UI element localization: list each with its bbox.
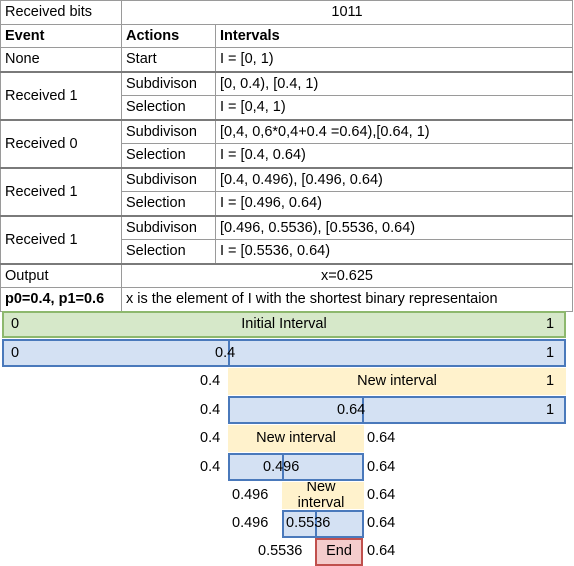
step-3-subdivision-row: Received 1 Subdivison [0.4, 0.496), [0.4… (0, 166, 573, 216)
output-label: Output (0, 262, 122, 288)
row3-left-label: 0.4 (200, 373, 221, 389)
step-2-subdivision-row: Received 0 Subdivison [0,4, 0,6*0,4+0.4 … (0, 118, 573, 168)
row5-right-label: 0.64 (367, 430, 396, 446)
header-row: Event Actions Intervals (0, 23, 573, 48)
subinterval-0.4-1 (228, 339, 566, 367)
row6-mid-label: 0.496 (263, 459, 300, 475)
event-cell: Received 0 (0, 118, 122, 168)
interval-cell: [0,4, 0,6*0,4+0.4 =0.64),[0.64, 1) (215, 118, 573, 144)
step-1-selection-row: Selection I = [0,4, 1) (1, 95, 573, 120)
row4-right-label: 1 (546, 402, 555, 418)
step-3-selection-row: Selection I = [0.496, 0.64) (1, 191, 573, 216)
new-interval-label-3: New interval (297, 482, 345, 509)
received-bits-value: 1011 (121, 0, 573, 25)
step-1-subdivision-row: Received 1 Subdivison [0, 0.4), [0.4, 1) (0, 70, 573, 120)
subinterval-0-0.4 (2, 339, 230, 367)
row8-right-label: 0.64 (367, 515, 396, 531)
new-interval-bar-1 (228, 368, 566, 395)
header-intervals: Intervals (215, 23, 573, 48)
event-cell: Received 1 (0, 214, 122, 264)
row9-left-label: 0.5536 (258, 543, 303, 559)
end-interval-bar (315, 538, 363, 566)
interval-cell: I = [0.5536, 0.64) (215, 239, 573, 264)
interval-cell: I = [0.4, 0.64) (215, 143, 573, 168)
subinterval-0.4-0.64 (228, 396, 364, 424)
row8-left-label: 0.496 (232, 515, 269, 531)
event-cell: Received 1 (0, 166, 122, 216)
new-interval-bar-3: New interval (282, 482, 364, 509)
step-2-selection-row: Selection I = [0.4, 0.64) (1, 143, 573, 168)
action-cell: Subdivison (121, 118, 216, 144)
received-bits-label: Received bits (0, 0, 122, 25)
subinterval-0.496-0.64 (282, 453, 364, 481)
header-actions: Actions (121, 23, 216, 48)
interval-cell: I = [0,4, 1) (215, 95, 573, 120)
event-cell: Received 1 (0, 70, 122, 120)
row2-mid-label: 0.4 (215, 345, 236, 361)
footer-note: x is the element of I with the shortest … (121, 287, 573, 312)
start-row: None Start I = [0, 1) (0, 47, 573, 72)
action-cell: Selection (121, 95, 216, 120)
row4-mid-label: 0.64 (337, 402, 366, 418)
received-bits-row: Received bits 1011 (0, 0, 573, 25)
end-label: End (326, 543, 352, 559)
event-cell: None (0, 47, 122, 72)
row3-right-label: 1 (546, 373, 555, 389)
action-cell: Subdivison (121, 70, 216, 96)
probabilities-cell: p0=0.4, p1=0.6 (0, 287, 122, 312)
subinterval-0.4-0.496 (228, 453, 284, 481)
arithmetic-decoding-table: Received bits 1011 Event Actions Interva… (0, 0, 573, 312)
action-cell: Subdivison (121, 214, 216, 240)
footer-row: p0=0.4, p1=0.6 x is the element of I wit… (0, 287, 573, 312)
row6-right-label: 0.64 (367, 459, 396, 475)
new-interval-bar-2 (228, 425, 364, 452)
output-value: x=0.625 (121, 262, 573, 288)
row9-right-label: 0.64 (367, 543, 396, 559)
row7-right-label: 0.64 (367, 487, 396, 503)
interval-cell: [0.496, 0.5536), [0.5536, 0.64) (215, 214, 573, 240)
output-row: Output x=0.625 (0, 262, 573, 288)
action-cell: Selection (121, 143, 216, 168)
interval-cell: I = [0, 1) (215, 47, 573, 72)
initial-interval-bar (2, 311, 566, 338)
row7-left-label: 0.496 (232, 487, 269, 503)
row1-left-label: 0 (11, 316, 20, 332)
header-event: Event (0, 23, 122, 48)
interval-cell: [0, 0.4), [0.4, 1) (215, 70, 573, 96)
row8-mid-label: 0.5536 (286, 515, 331, 531)
interval-cell: [0.4, 0.496), [0.496, 0.64) (215, 166, 573, 192)
row2-left-label: 0 (11, 345, 20, 361)
row4-left-label: 0.4 (200, 402, 221, 418)
subinterval-0.5536-0.64 (315, 510, 364, 538)
action-cell: Selection (121, 239, 216, 264)
interval-cell: I = [0.496, 0.64) (215, 191, 573, 216)
step-4-selection-row: Selection I = [0.5536, 0.64) (1, 239, 573, 264)
action-cell: Subdivison (121, 166, 216, 192)
subinterval-0.496-0.5536 (282, 510, 317, 538)
row6-left-label: 0.4 (200, 459, 221, 475)
subinterval-0.64-1 (362, 396, 566, 424)
action-cell: Start (121, 47, 216, 72)
row2-right-label: 1 (546, 345, 555, 361)
new-interval-label-1: New interval (357, 373, 437, 389)
row1-right-label: 1 (546, 316, 555, 332)
new-interval-label-2: New interval (256, 430, 336, 446)
initial-interval-label: Initial Interval (241, 316, 327, 332)
row5-left-label: 0.4 (200, 430, 221, 446)
action-cell: Selection (121, 191, 216, 216)
step-4-subdivision-row: Received 1 Subdivison [0.496, 0.5536), [… (0, 214, 573, 264)
